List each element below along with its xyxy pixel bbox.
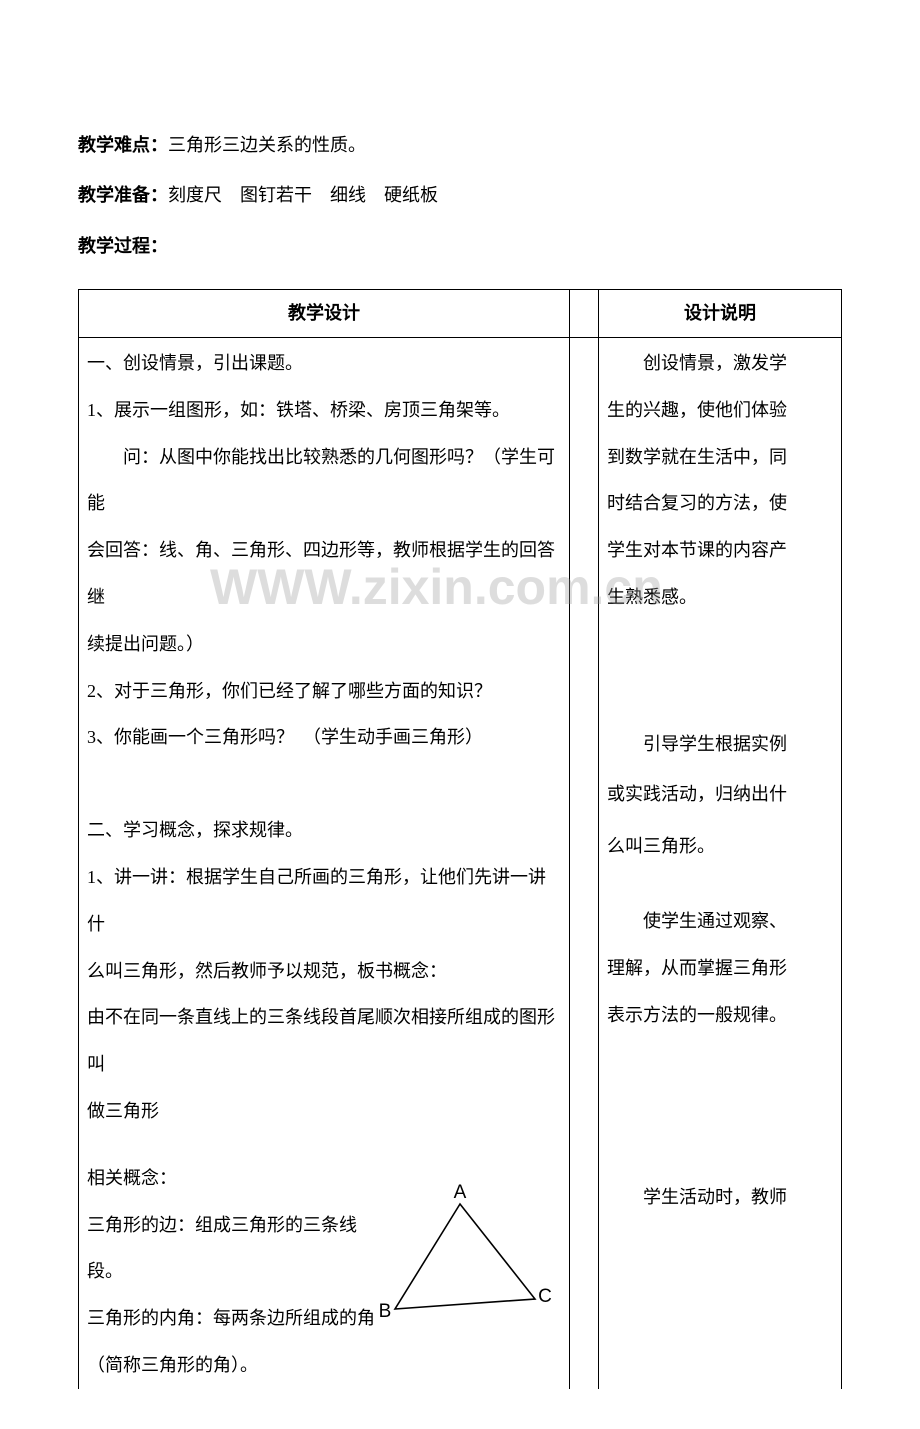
r5: 学生对本节课的内容产 [607,527,835,574]
difficulty-text: 三角形三边关系的性质。 [168,135,366,155]
s2-l3: 由不在同一条直线上的三条线段首尾顺次相接所组成的图形叫 [87,994,563,1088]
s2-l7: 三角形的内角：每两条边所组成的角 [87,1295,377,1342]
blank-gap-1 [87,761,563,807]
right-gap-3 [607,1038,835,1174]
r1: 创设情景，激发学 [607,340,835,387]
s1-l5: 2、对于三角形，你们已经了解了哪些方面的知识？ [87,668,563,715]
vertex-c-label: C [538,1286,552,1307]
blank-gap-2 [87,1135,563,1155]
r2: 生的兴趣，使他们体验 [607,387,835,434]
r11: 理解，从而掌握三角形 [607,945,835,992]
s2-l1: 1、讲一讲：根据学生自己所画的三角形，让他们先讲一讲什 [87,854,563,948]
s2-l2: 么叫三角形，然后教师予以规范，板书概念： [87,948,563,995]
s2-l8: （简称三角形的角）。 [87,1342,377,1389]
r8: 或实践活动，归纳出什 [607,768,835,820]
vertex-a-label: A [454,1184,467,1203]
s1-l1: 1、展示一组图形，如：铁塔、桥梁、房顶三角架等。 [87,387,563,434]
vertex-b-label: B [379,1301,392,1322]
difficulty-label: 教学难点： [78,135,168,155]
column-design: 教学设计 一、创设情景，引出课题。 1、展示一组图形，如：铁塔、桥梁、房顶三角架… [78,290,570,1389]
process-label: 教学过程： [78,236,168,256]
r6: 生熟悉感。 [607,574,835,621]
r3: 到数学就在生活中，同 [607,434,835,481]
header-notes: 设计说明 [599,290,841,338]
s1-title: 一、创设情景，引出课题。 [87,340,563,387]
difficulty-line: 教学难点：三角形三边关系的性质。 [78,120,842,170]
r7: 引导学生根据实例 [607,721,835,768]
triangle-shape [395,1204,535,1309]
header-design: 教学设计 [79,290,569,338]
page-container: 教学难点：三角形三边关系的性质。 教学准备：刻度尺 图钉若干 细线 硬纸板 教学… [0,0,920,1429]
gap-header [570,290,598,338]
column-notes: 设计说明 创设情景，激发学 生的兴趣，使他们体验 到数学就在生活中，同 时结合复… [599,290,842,1389]
r13: 学生活动时，教师 [607,1174,835,1221]
r12: 表示方法的一般规律。 [607,992,835,1039]
column-gap [570,290,599,1389]
triangle-text-block: 三角形的边：组成三角形的三条线 段。 三角形的内角：每两条边所组成的角 （简称三… [87,1202,563,1389]
s1-l2: 问：从图中你能找出比较熟悉的几何图形吗？（学生可能 [87,434,563,528]
r10: 使学生通过观察、 [607,898,835,945]
s1-l3: 会回答：线、角、三角形、四边形等，教师根据学生的回答继 [87,527,563,621]
s2-title: 二、学习概念，探求规律。 [87,807,563,854]
design-body: 一、创设情景，引出课题。 1、展示一组图形，如：铁塔、桥梁、房顶三角架等。 问：… [79,338,569,1389]
process-line: 教学过程： [78,221,842,271]
s2-l6b: 段。 [87,1248,377,1295]
r9: 么叫三角形。 [607,820,835,872]
s1-l4: 续提出问题。） [87,621,563,668]
notes-body: 创设情景，激发学 生的兴趣，使他们体验 到数学就在生活中，同 时结合复习的方法，… [599,338,841,1221]
prepare-label: 教学准备： [78,185,168,205]
prepare-line: 教学准备：刻度尺 图钉若干 细线 硬纸板 [78,170,842,220]
right-gap-1 [607,621,835,721]
lesson-table: 教学设计 一、创设情景，引出课题。 1、展示一组图形，如：铁塔、桥梁、房顶三角架… [78,289,842,1389]
prepare-text: 刻度尺 图钉若干 细线 硬纸板 [168,185,438,205]
right-gap-2 [607,872,835,898]
s2-l6a: 三角形的边：组成三角形的三条线 [87,1202,377,1249]
s1-l6: 3、你能画一个三角形吗？ （学生动手画三角形） [87,714,563,761]
r4: 时结合复习的方法，使 [607,480,835,527]
s2-l4: 做三角形 [87,1088,563,1135]
triangle-diagram: A B C [365,1184,555,1334]
